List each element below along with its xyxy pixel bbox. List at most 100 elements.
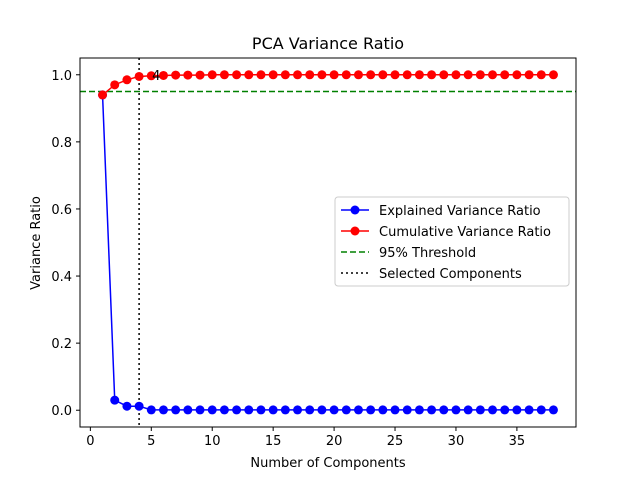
y-tick-label: 0.4: [51, 270, 72, 285]
explained-variance-point: [183, 405, 193, 415]
cumulative-variance-point: [414, 70, 424, 80]
explained-variance-point: [122, 401, 132, 411]
explained-variance-point: [232, 405, 242, 415]
cumulative-variance-point: [317, 70, 327, 80]
cumulative-variance-point: [402, 70, 412, 80]
explained-variance-point: [171, 405, 181, 415]
legend-box: [334, 196, 570, 287]
explained-variance-point: [488, 405, 498, 415]
cumulative-variance-point: [134, 71, 144, 81]
legend-explained-label: Explained Variance Ratio: [379, 204, 541, 219]
cumulative-variance-point: [451, 70, 461, 80]
explained-variance-point: [536, 405, 546, 415]
y-tick-label: 1.0: [51, 69, 72, 84]
y-tick-label: 0.6: [51, 203, 72, 218]
legend: Explained Variance Ratio Cumulative Varia…: [334, 196, 570, 287]
explained-variance-point: [439, 405, 449, 415]
explained-variance-point: [317, 405, 327, 415]
axes-frame: [79, 57, 577, 428]
cumulative-variance-point: [475, 70, 485, 80]
explained-variance-point: [378, 405, 388, 415]
cumulative-variance-point: [305, 70, 315, 80]
cumulative-variance-point: [366, 70, 376, 80]
explained-variance-point: [402, 405, 412, 415]
cumulative-variance-point: [427, 70, 437, 80]
explained-variance-point: [414, 405, 424, 415]
explained-variance-point: [463, 405, 473, 415]
cumulative-variance-point: [183, 70, 193, 80]
cumulative-variance-point: [463, 70, 473, 80]
x-tick-label: 30: [448, 434, 465, 449]
explained-variance-point: [451, 405, 461, 415]
legend-threshold-label: 95% Threshold: [379, 246, 476, 261]
explained-variance-point: [524, 405, 534, 415]
cumulative-variance-point: [110, 80, 120, 90]
plot-area: 4 0 5 10 15 20 25 30 35 0.0 0.2 0.4 0.6 0.8 1.0: [51, 57, 577, 449]
explained-variance-point: [219, 405, 229, 415]
explained-variance-point: [280, 405, 290, 415]
explained-variance-point: [256, 405, 266, 415]
x-tick-label: 0: [86, 434, 94, 449]
explained-variance-point: [134, 401, 144, 411]
x-tick-label: 10: [204, 434, 221, 449]
cumulative-variance-point: [122, 75, 132, 85]
cumulative-variance-point: [232, 70, 242, 80]
cumulative-variance-point: [488, 70, 498, 80]
cumulative-variance-point: [353, 70, 363, 80]
legend-cumulative-label: Cumulative Variance Ratio: [379, 225, 551, 240]
explained-variance-point: [329, 405, 339, 415]
x-tick-label: 5: [147, 434, 155, 449]
explained-variance-point: [390, 405, 400, 415]
legend-explained-marker: [350, 205, 360, 215]
cumulative-variance-point: [207, 70, 217, 80]
explained-variance-point: [268, 405, 278, 415]
cumulative-variance-point: [548, 70, 558, 80]
explained-variance-point: [110, 395, 120, 405]
y-tick-label: 0.8: [51, 136, 72, 151]
explained-variance-point: [244, 405, 254, 415]
cumulative-variance-point: [341, 70, 351, 80]
cumulative-variance-point: [439, 70, 449, 80]
cumulative-variance-point: [219, 70, 229, 80]
cumulative-variance-point: [268, 70, 278, 80]
explained-variance-point: [475, 405, 485, 415]
cumulative-variance-point: [500, 70, 510, 80]
cumulative-variance-point: [378, 70, 388, 80]
x-tick-label: 15: [265, 434, 282, 449]
cumulative-variance-point: [146, 71, 156, 81]
cumulative-variance-point: [256, 70, 266, 80]
data-layer: [80, 58, 576, 427]
explained-variance-point: [500, 405, 510, 415]
x-tick-label: 25: [387, 434, 404, 449]
explained-variance-point: [366, 405, 376, 415]
explained-variance-point: [353, 405, 363, 415]
cumulative-variance-point: [280, 70, 290, 80]
legend-selected-label: Selected Components: [379, 267, 522, 282]
explained-variance-point: [548, 405, 558, 415]
legend-cumulative-marker: [350, 226, 360, 236]
x-tick-label: 35: [509, 434, 526, 449]
explained-variance-point: [512, 405, 522, 415]
y-tick-label: 0.0: [51, 404, 72, 419]
cumulative-variance-point: [329, 70, 339, 80]
cumulative-variance-point: [390, 70, 400, 80]
explained-variance-point: [305, 405, 315, 415]
cumulative-variance-point: [171, 70, 181, 80]
explained-variance-point: [427, 405, 437, 415]
cumulative-variance-point: [293, 70, 303, 80]
cumulative-variance-point: [524, 70, 534, 80]
cumulative-variance-point: [98, 90, 108, 100]
y-tick-label: 0.2: [51, 337, 72, 352]
explained-variance-point: [195, 405, 205, 415]
cumulative-variance-point: [195, 70, 205, 80]
explained-variance-point: [293, 405, 303, 415]
explained-variance-point: [207, 405, 217, 415]
cumulative-variance-point: [536, 70, 546, 80]
chart-title: PCA Variance Ratio: [252, 34, 404, 53]
explained-variance-point: [341, 405, 351, 415]
y-axis-label: Variance Ratio: [29, 196, 44, 290]
cumulative-variance-point: [512, 70, 522, 80]
cumulative-variance-point: [244, 70, 254, 80]
